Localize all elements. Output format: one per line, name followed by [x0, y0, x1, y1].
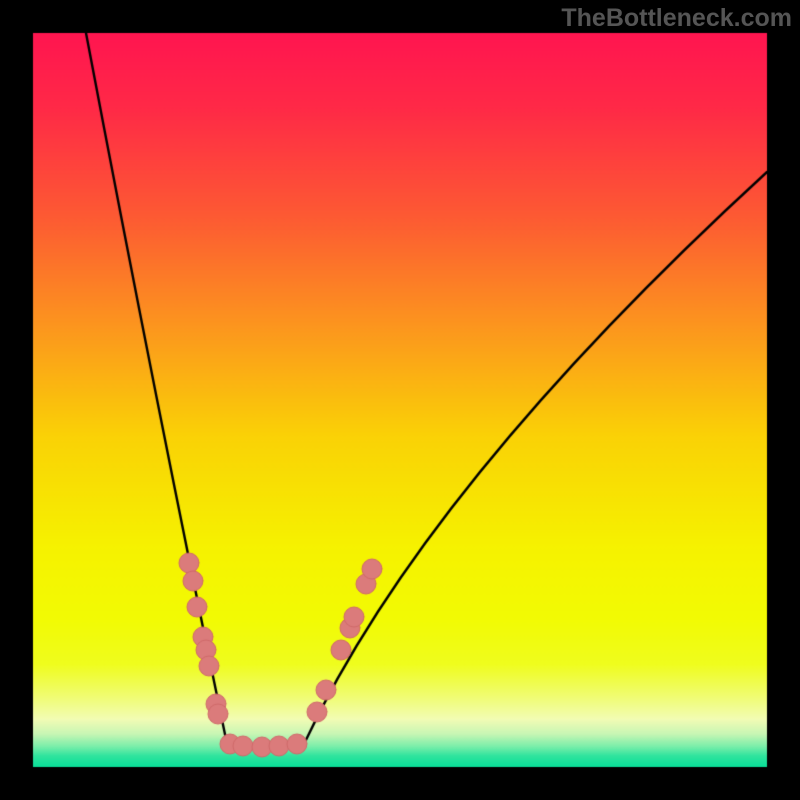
bottleneck-chart: [0, 0, 800, 800]
